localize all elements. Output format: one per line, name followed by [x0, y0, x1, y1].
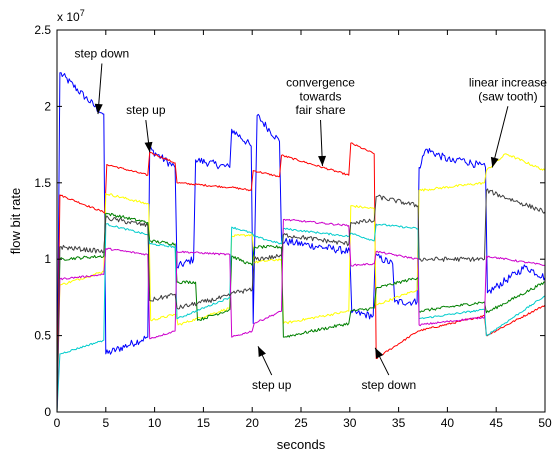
annotation-arrow-head: [490, 156, 499, 168]
annotation-label: linear increase: [469, 76, 547, 90]
y-axis-exponent-base: x 10: [57, 10, 80, 24]
series-line-6: [56, 188, 546, 413]
y-tick-label: 1: [44, 252, 51, 266]
y-axis-label: flow bit rate: [8, 188, 23, 254]
annotation-arrow-head: [94, 103, 103, 115]
y-tick-label: 0.5: [34, 329, 51, 343]
x-tick-label: 35: [392, 416, 406, 430]
y-axis-ticks: 0 0.5 1 1.5 2 2.5: [34, 23, 545, 419]
annotation-label: fair share: [296, 103, 346, 117]
series-line-0: [56, 72, 546, 413]
annotation-arrow-line: [491, 106, 509, 168]
y-tick-label: 2: [44, 99, 51, 113]
annotation-label: step up: [252, 378, 292, 392]
x-tick-label: 45: [490, 416, 504, 430]
series-line-5: [56, 218, 546, 413]
annotation-label: step down: [75, 47, 130, 61]
x-axis-label: seconds: [277, 437, 326, 452]
y-tick-label: 1.5: [34, 176, 51, 190]
annotation-label: step down: [361, 378, 416, 392]
x-tick-label: 30: [343, 416, 357, 430]
x-tick-label: 5: [102, 416, 109, 430]
y-axis-exponent-power: 7: [80, 8, 85, 18]
y-tick-label: 2.5: [34, 23, 51, 37]
y-axis-exponent: x 107: [57, 8, 85, 24]
x-tick-label: 10: [148, 416, 162, 430]
annotation-arrow-head: [318, 155, 327, 166]
annotation-arrow-head: [258, 346, 266, 358]
x-tick-label: 40: [441, 416, 455, 430]
x-tick-label: 25: [294, 416, 308, 430]
x-axis-ticks: 0 5 10 15 20 25 30 35 40 45 50: [54, 30, 552, 430]
annotation-label: towards: [300, 89, 342, 103]
series-line-3: [56, 212, 546, 413]
x-tick-label: 0: [54, 416, 61, 430]
annotation-arrow-head: [144, 141, 153, 153]
x-tick-label: 15: [197, 416, 211, 430]
annotation-label: (saw tooth): [478, 89, 537, 103]
series-line-2: [56, 153, 546, 413]
annotation-label: convergence: [286, 76, 355, 90]
annotation-label: step up: [126, 103, 166, 117]
series-line-4: [56, 223, 546, 413]
y-tick-label: 0: [44, 405, 51, 419]
x-tick-label: 20: [246, 416, 260, 430]
series-layer: [56, 72, 546, 413]
x-tick-label: 50: [538, 416, 552, 430]
annotation-arrow-head: [375, 347, 384, 359]
